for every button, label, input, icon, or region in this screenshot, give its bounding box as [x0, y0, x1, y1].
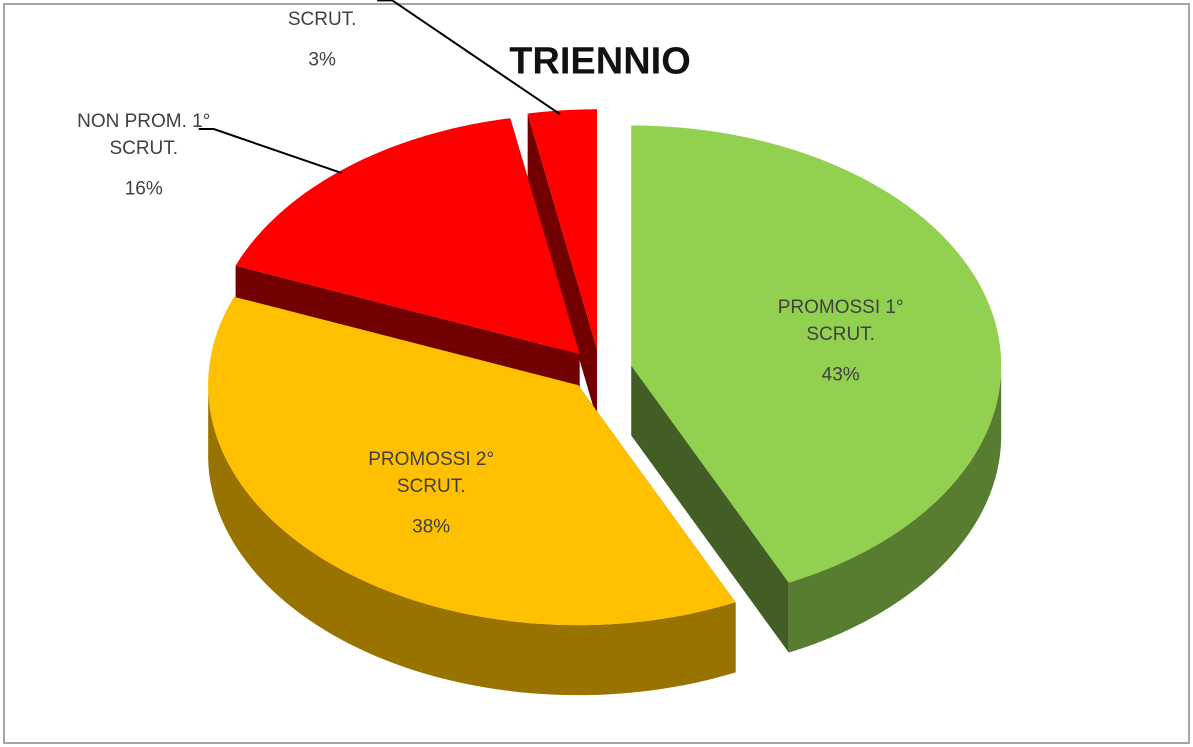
slice-label: NON PROM. 1° SCRUT. — [77, 111, 211, 160]
leader-line — [377, 0, 561, 116]
slice — [208, 296, 736, 626]
slice-label: NON PROM. 2° SCRUT. — [256, 0, 389, 31]
chart-border — [3, 3, 1190, 744]
slice-value-label: 38% — [412, 516, 451, 538]
slice — [527, 109, 597, 350]
slice-value-label: 43% — [821, 364, 860, 386]
slice-label: PROMOSSI 1° SCRUT. — [777, 297, 904, 346]
slice-wall — [208, 380, 736, 696]
chart-title: TRIENNIO — [509, 40, 691, 83]
slice-wall — [788, 361, 1002, 653]
slice-value-label: 16% — [124, 178, 163, 200]
slice-label: PROMOSSI 2° SCRUT. — [368, 448, 495, 497]
slice — [235, 118, 580, 354]
slice-side — [527, 113, 597, 420]
slice-value-label: 3% — [308, 49, 336, 71]
slice-side — [631, 365, 789, 653]
leader-line — [198, 128, 343, 174]
slice — [631, 125, 1002, 583]
